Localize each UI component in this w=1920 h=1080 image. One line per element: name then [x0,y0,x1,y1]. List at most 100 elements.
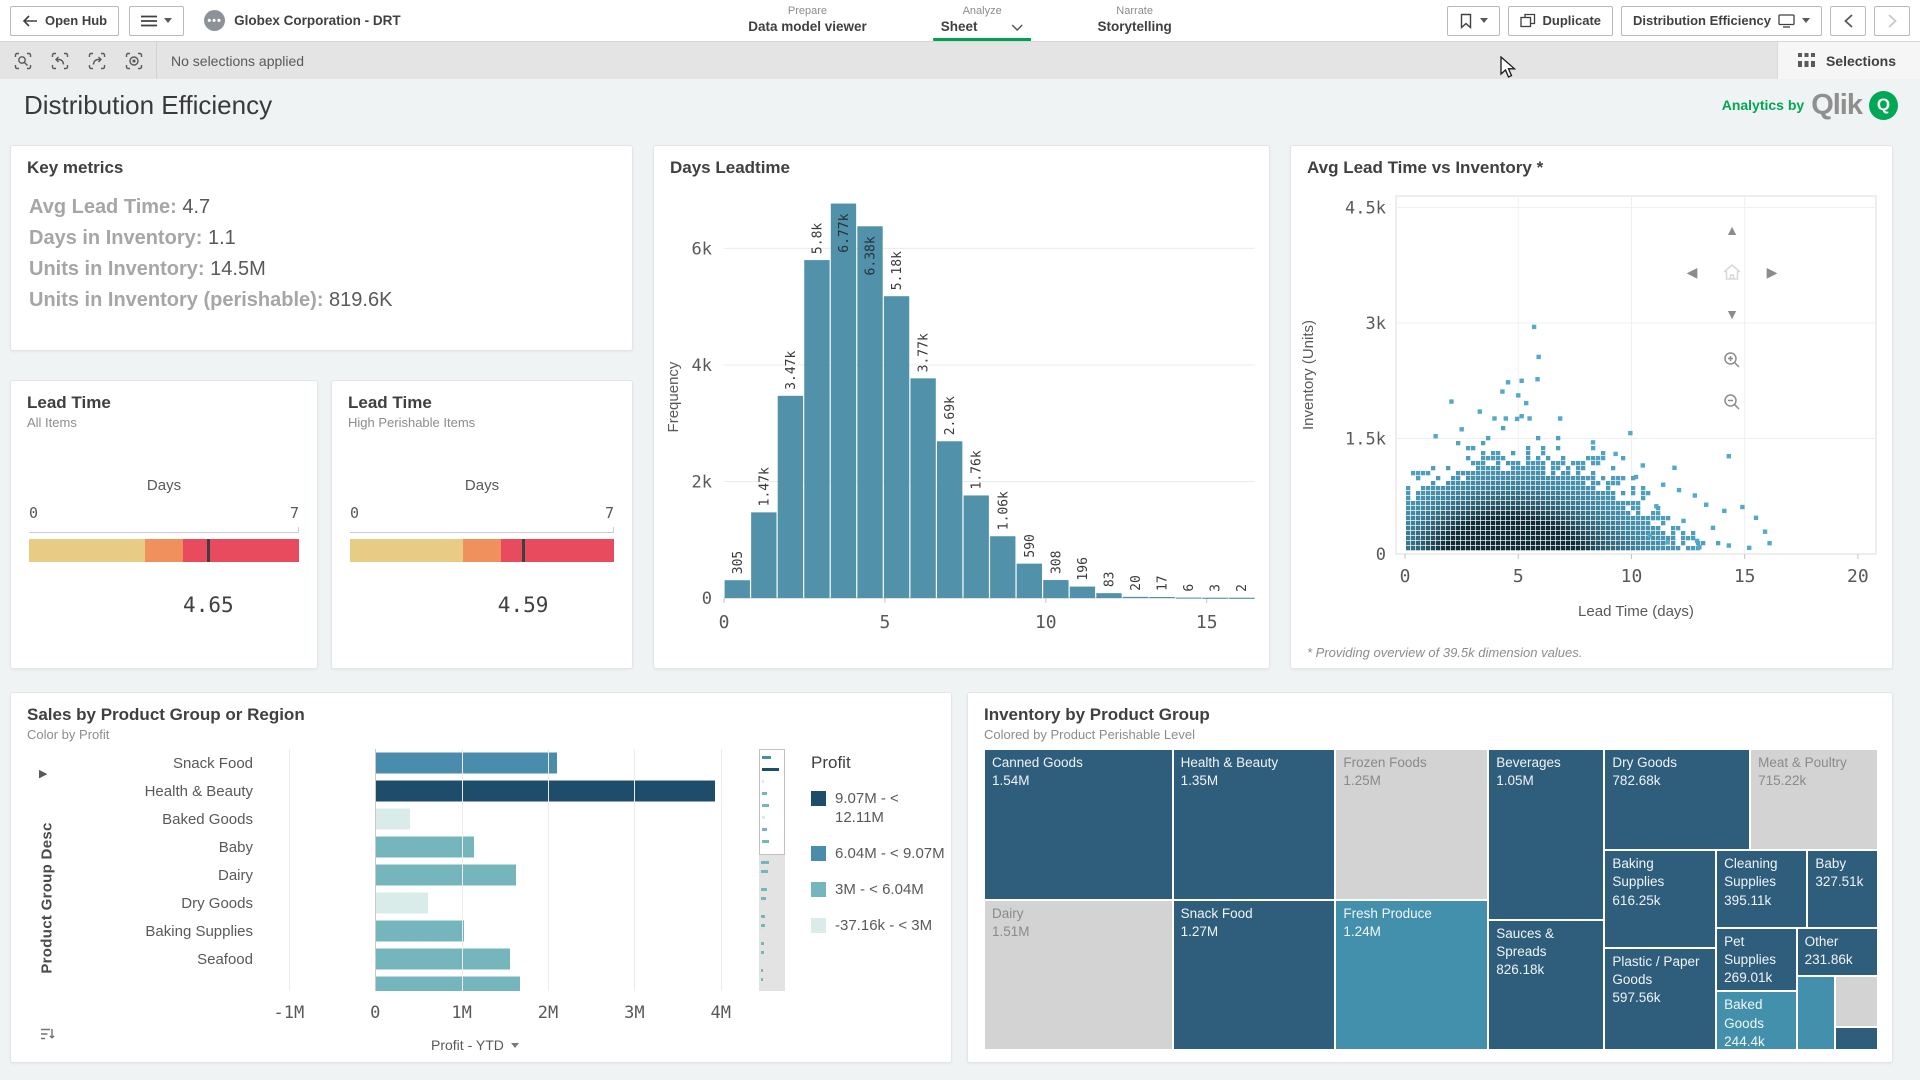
bookmark-button[interactable] [1446,5,1500,36]
app-icon: ••• [204,10,226,31]
treemap-cell[interactable]: Sauces & Spreads 826.18k [1488,919,1605,1050]
treemap-cell-small[interactable] [1835,976,1878,1027]
home-icon [1723,264,1741,280]
panel-inventory-by-product-group: Inventory by Product Group Colored by Pr… [967,692,1893,1063]
category-label: Baked Goods [162,810,253,828]
bar-track [263,889,757,917]
nav-analyze[interactable]: Analyze Sheet [933,0,1032,41]
chart-scrollbar-minimap[interactable] [759,749,785,991]
treemap-cell[interactable]: Snack Food 1.27M [1172,899,1336,1050]
treemap-cell-name: Sauces & Spreads [1496,925,1554,959]
gauge-axis-line [29,527,299,533]
category-label: Dry Goods [181,894,253,912]
svg-text:196: 196 [1076,557,1091,580]
treemap-cell[interactable]: Dairy 1.51M [984,899,1173,1050]
gauge-track [29,539,299,562]
svg-text:3.77k: 3.77k [917,333,932,372]
sort-icon[interactable] [40,1027,55,1042]
gauge-title: Lead Time [27,393,111,412]
key-metrics-rows: Avg Lead Time: 4.7 Days in Inventory: 1.… [11,178,632,316]
sales-bar[interactable] [375,752,557,774]
treemap-cell[interactable]: Fresh Produce 1.24M [1335,899,1489,1050]
sales-bar[interactable] [375,948,510,970]
pan-up-button[interactable]: ▲ [1725,222,1739,238]
treemap-cell[interactable]: Plastic / Paper Goods 597.56k [1604,947,1717,1050]
nav-prepare[interactable]: Prepare Data model viewer [740,0,875,41]
zoom-out-button[interactable] [1720,390,1744,414]
treemap-cell-small[interactable] [1835,1026,1878,1050]
treemap-cell[interactable]: Other 231.86k [1796,927,1878,977]
kpi-row: Units in Inventory: 14.5M [29,254,614,285]
sales-bar[interactable] [375,780,715,802]
legend-swatch [811,882,826,897]
open-hub-button[interactable]: Open Hub [10,5,120,36]
expand-dimension-icon[interactable]: ▶ [39,768,48,780]
treemap-cell[interactable]: Baby 327.51k [1807,850,1878,928]
treemap-cell-small[interactable] [1796,976,1836,1050]
density-points[interactable] [1406,324,1772,551]
treemap-cell[interactable]: Beverages 1.05M [1488,749,1605,920]
svg-text:5: 5 [879,612,890,633]
pan-down-button[interactable]: ▼ [1725,306,1739,322]
bar-row: Snack Food [67,749,757,777]
pan-left-button[interactable]: ◀ [1686,263,1698,280]
gauge-value: 4.65 [183,593,234,617]
treemap-cell[interactable]: Canned Goods 1.54M [984,749,1173,900]
treemap-cell-name: Pet Supplies [1724,933,1776,967]
treemap-cell[interactable]: Meat & Poultry 715.22k [1750,749,1878,851]
treemap-cell[interactable]: Frozen Foods 1.25M [1335,749,1489,900]
bar-track [263,861,757,889]
clear-selections-button[interactable] [115,42,152,79]
gauge-segment [183,539,299,562]
sales-bar[interactable] [375,920,465,942]
sales-bar[interactable] [375,892,428,914]
sales-bar[interactable] [375,864,517,886]
sales-bar[interactable] [375,836,474,858]
hamburger-icon [141,15,158,26]
home-button[interactable] [1720,260,1744,284]
step-back-button[interactable] [41,42,78,79]
treemap-cell[interactable]: Cleaning Supplies 395.11k [1716,850,1808,928]
leadtime-inventory-scatter[interactable]: 0 1.5k 3k 4.5k 0 5 10 15 20 Lead Time (days) Inven… [1291,180,1892,640]
treemap-cell[interactable]: Dry Goods 782.68k [1604,749,1751,851]
legend-swatch [811,918,826,933]
duplicate-button[interactable]: Duplicate [1507,5,1614,36]
nav-narrate[interactable]: Narrate Storytelling [1090,0,1180,41]
histogram-bars[interactable] [724,203,1255,599]
svg-text:0: 0 [1400,566,1411,587]
previous-sheet-button[interactable] [1830,5,1866,36]
selection-tools [0,42,157,79]
days-leadtime-histogram[interactable]: 0 2k 4k 6k 0 5 10 15 Frequency 305 1.47k 3.47k 5.8k 6… [654,182,1269,660]
app-info[interactable]: ••• Globex Corporation - DRT [204,10,401,31]
svg-text:5.18k: 5.18k [890,251,905,290]
top-toolbar: Open Hub ••• Globex Corporation - DRT Pr… [0,0,1920,42]
global-menu-button[interactable] [129,5,185,36]
selections-tool-toggle[interactable]: Selections [1776,42,1920,79]
sales-bar[interactable] [375,808,410,830]
logo-prefix: Analytics by [1721,97,1805,113]
next-sheet-button[interactable] [1874,5,1910,36]
smart-search-button[interactable] [4,42,41,79]
svg-text:20: 20 [1847,566,1869,587]
pan-right-button[interactable]: ▶ [1766,263,1778,280]
x-tick-label: 4M [710,1003,731,1023]
sheet-selector[interactable]: Distribution Efficiency [1621,5,1822,36]
gauge-min: 0 [29,504,39,522]
treemap-cell[interactable]: Baked Goods 244.4k [1716,991,1797,1050]
gauge-segment [500,539,614,562]
treemap-cell-name: Other [1804,933,1839,949]
sales-bar[interactable] [375,976,521,991]
treemap-cell[interactable]: Health & Beauty 1.35M [1172,749,1336,900]
step-forward-button[interactable] [78,42,115,79]
scrollbar-viewport[interactable] [759,749,785,856]
treemap-cell[interactable]: Baking Supplies 616.25k [1604,850,1717,948]
zoom-in-button[interactable] [1720,348,1744,372]
app-name: Globex Corporation - DRT [234,13,401,28]
category-label: Health & Beauty [144,782,253,800]
category-label: Seafood [197,950,253,968]
chevron-down-icon[interactable] [1011,24,1024,31]
measure-dropdown[interactable]: Profit - YTD [431,1037,519,1053]
bar-row: Baby [67,833,757,861]
treemap-cell[interactable]: Pet Supplies 269.01k [1716,927,1797,992]
sheet-icon [1778,13,1795,28]
